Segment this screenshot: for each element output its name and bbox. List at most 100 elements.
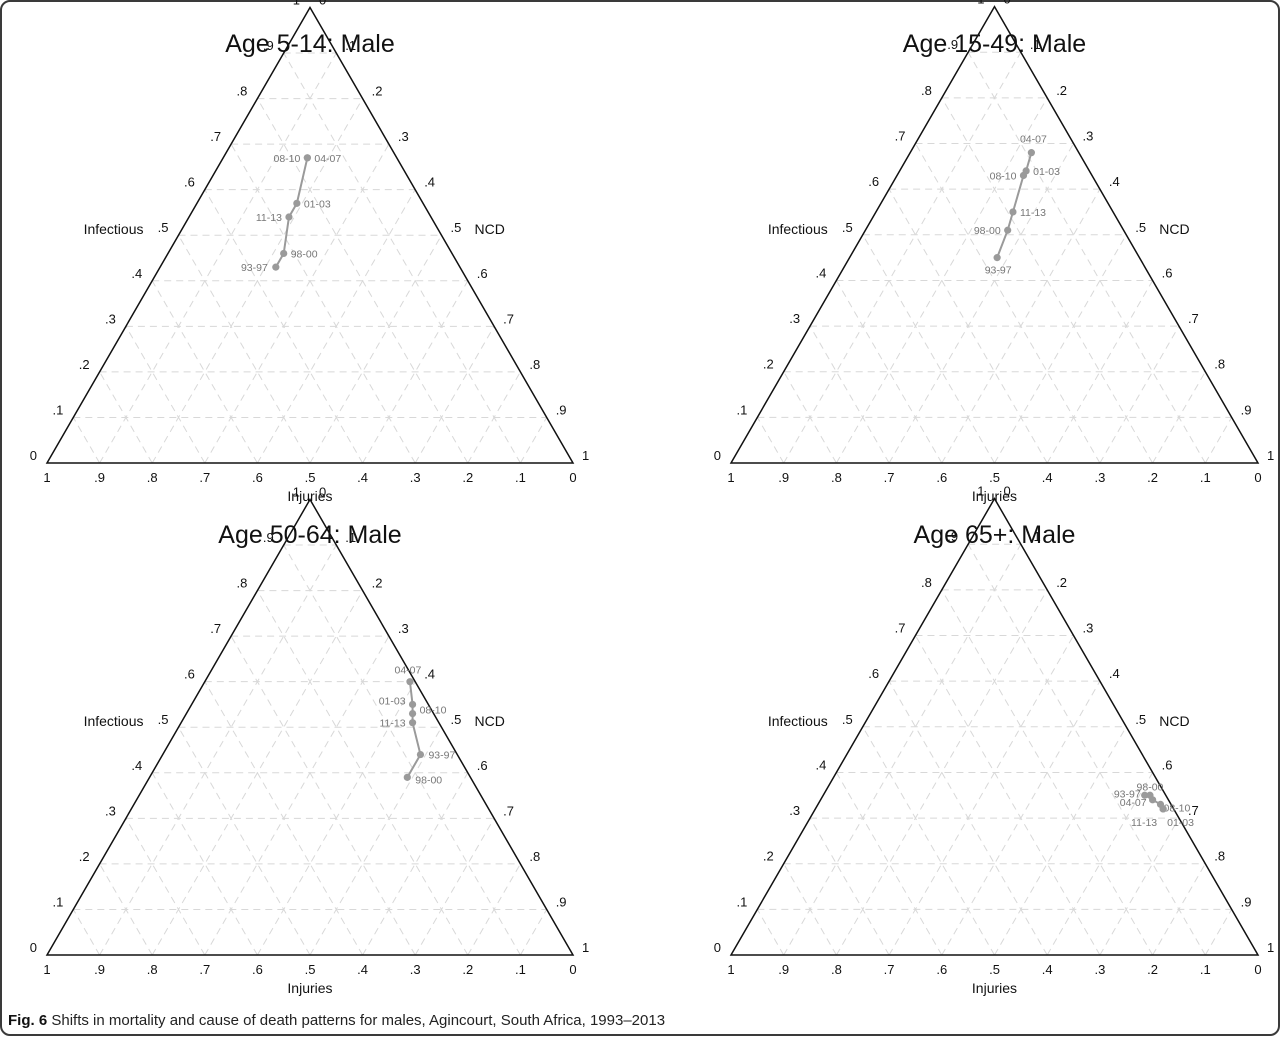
bottom-tick-label: 1 bbox=[727, 470, 734, 485]
grid-line bbox=[204, 635, 390, 956]
grid-line bbox=[783, 863, 837, 956]
grid-line bbox=[862, 726, 995, 956]
left-tick-label: .2 bbox=[79, 849, 90, 864]
left-tick-label: .3 bbox=[105, 311, 116, 326]
left-tick-label: .4 bbox=[816, 757, 827, 772]
left-tick-label: .7 bbox=[895, 621, 906, 636]
grid-line bbox=[283, 544, 521, 956]
left-tick-label: .8 bbox=[237, 84, 248, 99]
left-tick-label: 0 bbox=[30, 940, 37, 955]
point-label: 11-13 bbox=[379, 718, 405, 730]
right-tick-label: .8 bbox=[1214, 849, 1225, 864]
bottom-tick-label: .5 bbox=[989, 470, 1000, 485]
data-point bbox=[1149, 796, 1157, 804]
right-tick-label: 1 bbox=[1267, 448, 1274, 463]
grid-line bbox=[125, 818, 206, 956]
right-axis-label: NCD bbox=[475, 221, 505, 237]
grid-line bbox=[414, 818, 495, 956]
grid-line bbox=[99, 52, 337, 464]
bottom-tick-label: .2 bbox=[462, 470, 473, 485]
right-tick-label: .2 bbox=[372, 84, 383, 99]
grid-line bbox=[151, 280, 258, 464]
left-tick-label: .7 bbox=[895, 129, 906, 144]
data-point bbox=[416, 750, 425, 759]
grid-line bbox=[99, 863, 153, 956]
left-tick-label: 1 bbox=[977, 0, 984, 7]
left-tick-label: 1 bbox=[293, 0, 300, 7]
right-tick-label: 0 bbox=[319, 0, 326, 7]
left-tick-label: .8 bbox=[237, 576, 248, 591]
right-tick-label: .2 bbox=[1056, 575, 1067, 590]
right-tick-label: .6 bbox=[1162, 757, 1173, 772]
right-tick-label: .8 bbox=[1214, 357, 1225, 372]
left-tick-label: .9 bbox=[263, 38, 274, 53]
bottom-tick-label: .6 bbox=[252, 470, 263, 485]
grid-line bbox=[99, 371, 153, 464]
data-point bbox=[1027, 149, 1035, 157]
right-tick-label: .5 bbox=[1135, 220, 1146, 235]
triangle-outline bbox=[45, 497, 575, 956]
bottom-tick-label: .3 bbox=[1094, 962, 1105, 977]
grid-line bbox=[783, 371, 837, 464]
point-label: 11-13 bbox=[1020, 207, 1046, 219]
left-tick-label: .5 bbox=[842, 712, 853, 727]
grid-line bbox=[283, 52, 521, 464]
grid-line bbox=[467, 371, 521, 464]
left-tick-label: 1 bbox=[293, 484, 300, 499]
left-tick-label: .3 bbox=[789, 311, 800, 326]
left-tick-label: .6 bbox=[184, 667, 195, 682]
right-axis-label: NCD bbox=[1159, 221, 1189, 237]
left-tick-label: .6 bbox=[868, 666, 879, 681]
grid-line bbox=[862, 234, 995, 464]
grid-line bbox=[309, 726, 442, 956]
left-tick-label: .5 bbox=[158, 712, 169, 727]
grid-line bbox=[783, 543, 1022, 956]
bottom-tick-label: .7 bbox=[199, 470, 210, 485]
grid-line bbox=[309, 234, 442, 464]
right-tick-label: .4 bbox=[424, 175, 435, 190]
data-point bbox=[272, 263, 280, 271]
grid-line bbox=[125, 326, 206, 464]
data-point bbox=[408, 719, 417, 727]
bottom-tick-label: .8 bbox=[831, 962, 842, 977]
grid-line bbox=[204, 143, 390, 464]
point-label: 98-00 bbox=[1137, 781, 1164, 793]
data-point bbox=[406, 678, 414, 686]
bottom-tick-label: .1 bbox=[515, 962, 526, 977]
right-tick-label: .7 bbox=[503, 311, 514, 326]
left-tick-label: .6 bbox=[868, 174, 879, 189]
bottom-tick-label: .4 bbox=[1042, 962, 1053, 977]
right-tick-label: .6 bbox=[1162, 265, 1173, 280]
point-label: 98-00 bbox=[974, 225, 1001, 237]
right-tick-label: 0 bbox=[319, 484, 326, 499]
grid-line bbox=[151, 772, 258, 956]
left-tick-label: .1 bbox=[737, 402, 748, 417]
bottom-tick-label: .7 bbox=[199, 962, 210, 977]
right-tick-label: .1 bbox=[1030, 529, 1041, 544]
grid-line bbox=[756, 909, 785, 956]
point-label: 98-00 bbox=[415, 774, 442, 786]
ternary-panel: Age 5-14: Male0.1.2.3.4.5.6.7.8.910.1.2.… bbox=[30, 0, 589, 504]
left-tick-label: 0 bbox=[714, 940, 721, 955]
right-tick-label: .6 bbox=[477, 758, 488, 773]
data-point bbox=[1022, 167, 1030, 175]
panel-title: Age 15-49: Male bbox=[903, 30, 1086, 58]
bottom-tick-label: .4 bbox=[357, 962, 368, 977]
bottom-tick-label: .4 bbox=[357, 470, 368, 485]
right-tick-label: .4 bbox=[1109, 174, 1120, 189]
grid-line bbox=[994, 234, 1127, 464]
point-label: 08-10 bbox=[274, 153, 301, 165]
left-tick-label: 0 bbox=[30, 448, 37, 463]
grid-line bbox=[809, 817, 890, 956]
data-point bbox=[408, 700, 417, 709]
point-label: 01-03 bbox=[1167, 817, 1194, 829]
left-tick-label: .8 bbox=[921, 575, 932, 590]
bottom-tick-label: .5 bbox=[305, 962, 316, 977]
bottom-tick-label: 1 bbox=[727, 962, 734, 977]
bottom-tick-label: .6 bbox=[936, 470, 947, 485]
bottom-tick-label: .8 bbox=[147, 470, 158, 485]
right-tick-label: .4 bbox=[1109, 666, 1120, 681]
grid-line bbox=[467, 863, 521, 956]
bottom-tick-label: .1 bbox=[1200, 962, 1211, 977]
grid-line bbox=[967, 543, 1206, 956]
